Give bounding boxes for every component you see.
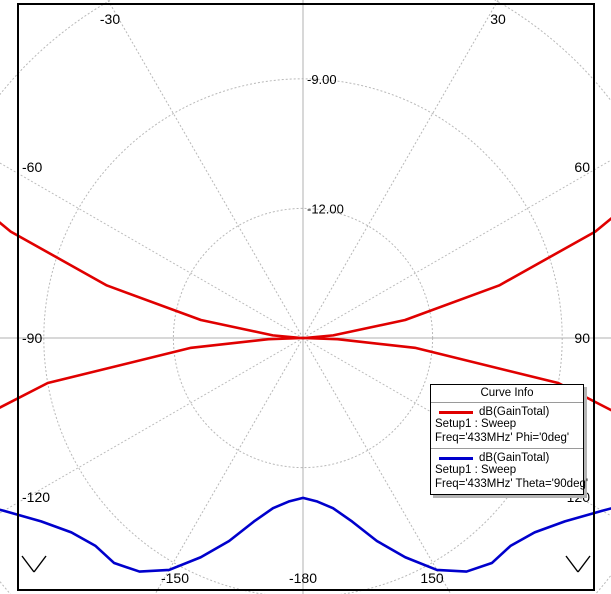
corner-tick bbox=[33, 555, 47, 573]
trace-blue-theta90 bbox=[0, 496, 611, 573]
grid-spoke bbox=[154, 337, 304, 594]
legend-series-name-blue: dB(GainTotal) bbox=[479, 452, 550, 465]
corner-tick bbox=[21, 555, 35, 573]
angular-axis-label: -90 bbox=[22, 330, 42, 346]
legend-box[interactable]: Curve Info dB(GainTotal) Setup1 : Sweep … bbox=[430, 384, 589, 496]
angular-axis-label: 60 bbox=[574, 159, 590, 175]
angular-axis-label: -120 bbox=[22, 489, 50, 505]
plot-frame bbox=[17, 3, 595, 591]
angular-axis-label: -30 bbox=[100, 11, 120, 27]
grid-spoke bbox=[0, 162, 304, 339]
legend-entry-red[interactable]: dB(GainTotal) Setup1 : Sweep Freq='433MH… bbox=[431, 403, 583, 448]
legend-color-swatch-blue bbox=[439, 456, 473, 460]
legend-setup-red: Setup1 : Sweep bbox=[435, 418, 517, 430]
legend-setup-blue: Setup1 : Sweep bbox=[435, 464, 517, 477]
radial-tick-label: -9.00 bbox=[307, 72, 337, 87]
legend-sweep-blue: Freq='433MHz' Theta='90deg' bbox=[435, 477, 589, 490]
legend-sweep-red: Freq='433MHz' Phi='0deg' bbox=[435, 431, 570, 444]
grid-spoke bbox=[0, 337, 304, 514]
axis-labels: 9.006.003.000.00-3.00-6.00-9.00-12.00-30… bbox=[21, 11, 591, 586]
radial-tick-label: -12.00 bbox=[307, 201, 344, 216]
legend-entry-blue[interactable]: dB(GainTotal) Setup1 : Sweep Freq='433MH… bbox=[431, 448, 589, 494]
legend-title: Curve Info bbox=[431, 385, 583, 403]
angular-axis-arc bbox=[0, 0, 611, 45]
grid-spoke bbox=[107, 0, 304, 339]
outer-angular-axis bbox=[0, 0, 611, 45]
angular-axis-label: -150 bbox=[161, 570, 189, 586]
angular-axis-label: 150 bbox=[420, 570, 444, 586]
corner-tick bbox=[577, 555, 591, 573]
legend-series-name-red: dB(GainTotal) bbox=[479, 406, 550, 418]
grid-spoke bbox=[302, 0, 499, 339]
grid-spoke bbox=[302, 337, 452, 594]
angular-axis-label: -180 bbox=[289, 570, 317, 586]
angular-axis-label: 90 bbox=[574, 330, 590, 346]
angular-axis-label: 30 bbox=[490, 11, 506, 27]
angular-axis-label: -60 bbox=[22, 159, 42, 175]
grid-spoke bbox=[302, 159, 611, 339]
corner-tick bbox=[565, 555, 579, 573]
legend-color-swatch-red bbox=[439, 410, 473, 414]
